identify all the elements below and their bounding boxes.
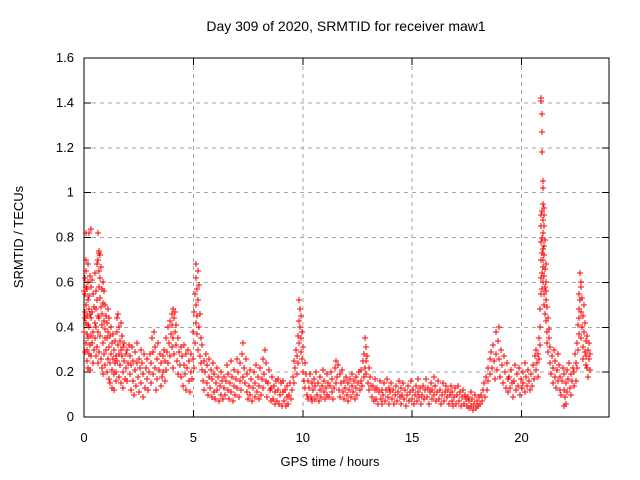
y-tick-label: 0.2 bbox=[56, 364, 74, 379]
y-tick-label: 1.2 bbox=[56, 140, 74, 155]
data-points bbox=[81, 95, 593, 413]
y-tick-label: 1.6 bbox=[56, 50, 74, 65]
x-tick-label: 5 bbox=[190, 430, 197, 445]
x-tick-label: 20 bbox=[514, 430, 528, 445]
series-srmtid-markers bbox=[81, 95, 593, 413]
x-tick-label: 0 bbox=[80, 430, 87, 445]
y-tick-label: 0 bbox=[67, 409, 74, 424]
y-tick-label: 0.4 bbox=[56, 319, 74, 334]
y-tick-label: 1 bbox=[67, 185, 74, 200]
y-tick-label: 0.8 bbox=[56, 230, 74, 245]
plot-border bbox=[83, 57, 610, 418]
x-tick-label: 10 bbox=[296, 430, 310, 445]
y-tick-label: 1.4 bbox=[56, 95, 74, 110]
chart-title: Day 309 of 2020, SRMTID for receiver maw… bbox=[206, 18, 486, 34]
tick-labels: 0 5 10 15 20 0 0.2 0.4 0.6 0.8 1 1.2 1.4 1.6 bbox=[56, 50, 529, 445]
y-tick-label: 0.6 bbox=[56, 274, 74, 289]
x-tick-label: 15 bbox=[405, 430, 419, 445]
y-axis-label: SRMTID / TECUs bbox=[11, 185, 26, 288]
x-axis-label: GPS time / hours bbox=[281, 454, 380, 469]
